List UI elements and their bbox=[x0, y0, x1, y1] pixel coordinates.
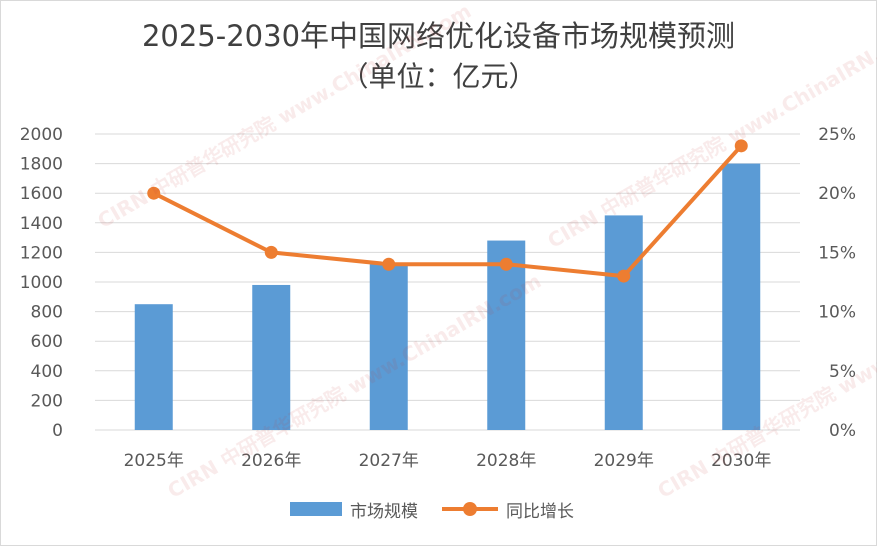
legend-swatch-line bbox=[442, 502, 498, 516]
y-left-tick-label: 800 bbox=[31, 303, 63, 323]
bar-market-size bbox=[252, 284, 291, 430]
chart-title: 2025-2030年中国网络优化设备市场规模预测 bbox=[141, 19, 736, 53]
point-yoy-growth bbox=[734, 139, 748, 153]
point-yoy-growth bbox=[617, 269, 631, 283]
y-left-tick-label: 1000 bbox=[20, 273, 63, 293]
y-right-tick-label: 20% bbox=[818, 184, 856, 204]
y-left-tick-label: 2000 bbox=[20, 125, 63, 145]
x-tick-label: 2025年 bbox=[124, 451, 184, 471]
y-left-tick-label: 200 bbox=[31, 391, 63, 411]
legend-item-yoy-growth: 同比增长 bbox=[442, 497, 574, 522]
point-yoy-growth bbox=[147, 186, 161, 200]
y-left-tick-label: 1400 bbox=[20, 214, 63, 234]
legend-swatch-bar bbox=[290, 502, 342, 516]
point-yoy-growth bbox=[499, 257, 513, 271]
line-yoy-growth bbox=[152, 144, 743, 279]
x-tick-label: 2026年 bbox=[241, 451, 301, 471]
x-tick-label: 2028年 bbox=[476, 451, 536, 471]
y-right-tick-label: 25% bbox=[818, 125, 856, 145]
x-tick-label: 2027年 bbox=[359, 451, 419, 471]
chart-subtitle: （单位：亿元） bbox=[340, 60, 537, 93]
y-left-tick-label: 1800 bbox=[20, 155, 63, 175]
bar-market-size bbox=[487, 240, 526, 430]
legend-label-market-size: 市场规模 bbox=[350, 501, 418, 522]
legend-item-market-size: 市场规模 bbox=[290, 497, 418, 522]
y-left-tick-label: 1600 bbox=[20, 184, 63, 204]
y-left-tick-label: 1200 bbox=[20, 243, 63, 263]
point-yoy-growth bbox=[264, 245, 278, 259]
y-right-tick-label: 0% bbox=[829, 421, 856, 441]
legend-label-yoy-growth: 同比增长 bbox=[506, 501, 574, 522]
y-left-tick-label: 600 bbox=[31, 332, 63, 352]
x-tick-label: 2029年 bbox=[594, 451, 654, 471]
y-right-tick-label: 10% bbox=[818, 303, 856, 323]
bar-market-size bbox=[722, 163, 761, 430]
bar-market-size bbox=[134, 304, 173, 430]
bar-market-size bbox=[604, 215, 643, 430]
legend: 市场规模 同比增长 bbox=[290, 497, 598, 522]
x-tick-label: 2030年 bbox=[711, 451, 771, 471]
y-left-tick-label: 400 bbox=[31, 362, 63, 382]
bar-market-size bbox=[369, 264, 408, 430]
point-yoy-growth bbox=[382, 257, 396, 271]
y-right-tick-label: 15% bbox=[818, 243, 856, 263]
y-left-tick-label: 0 bbox=[52, 421, 63, 441]
y-right-tick-label: 5% bbox=[829, 362, 856, 382]
